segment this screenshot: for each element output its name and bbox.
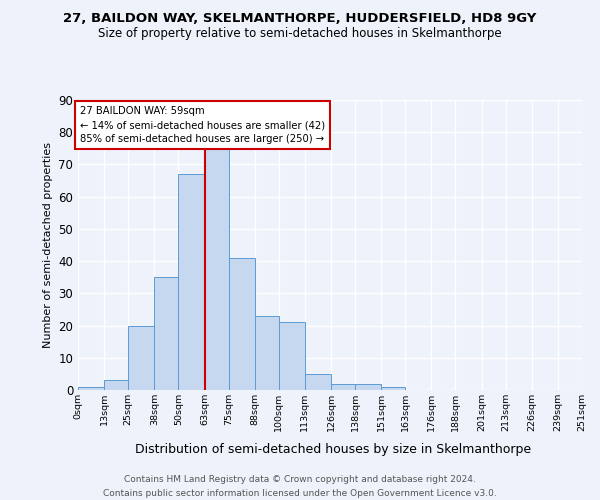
Bar <box>381 387 405 390</box>
Bar <box>229 258 255 390</box>
Bar <box>355 384 381 390</box>
Bar <box>279 322 305 390</box>
Bar <box>255 316 279 390</box>
Text: 27, BAILDON WAY, SKELMANTHORPE, HUDDERSFIELD, HD8 9GY: 27, BAILDON WAY, SKELMANTHORPE, HUDDERSF… <box>64 12 536 26</box>
Bar <box>78 387 104 390</box>
Bar <box>104 380 128 390</box>
Text: Size of property relative to semi-detached houses in Skelmanthorpe: Size of property relative to semi-detach… <box>98 28 502 40</box>
Bar <box>205 148 229 390</box>
Bar <box>331 384 355 390</box>
Text: Contains HM Land Registry data © Crown copyright and database right 2024.
Contai: Contains HM Land Registry data © Crown c… <box>103 476 497 498</box>
Bar <box>154 277 178 390</box>
Bar <box>178 174 205 390</box>
Text: Distribution of semi-detached houses by size in Skelmanthorpe: Distribution of semi-detached houses by … <box>135 442 531 456</box>
Bar <box>128 326 154 390</box>
Text: 27 BAILDON WAY: 59sqm
← 14% of semi-detached houses are smaller (42)
85% of semi: 27 BAILDON WAY: 59sqm ← 14% of semi-deta… <box>80 106 325 144</box>
Bar <box>305 374 331 390</box>
Y-axis label: Number of semi-detached properties: Number of semi-detached properties <box>43 142 53 348</box>
